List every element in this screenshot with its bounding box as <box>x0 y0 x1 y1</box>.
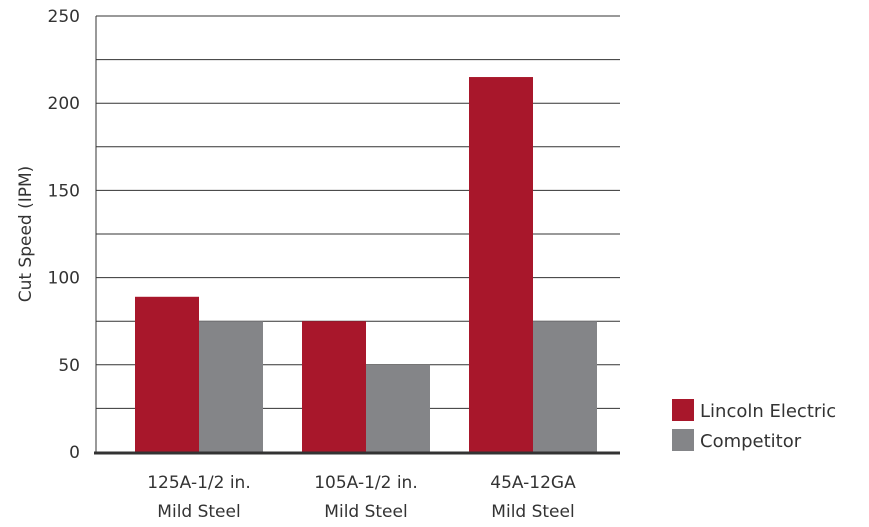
x-category-label: Mild Steel <box>491 502 574 522</box>
legend-swatch <box>672 429 694 451</box>
y-tick-label: 150 <box>48 181 80 201</box>
y-tick-label: 250 <box>48 7 80 27</box>
x-axis-labels: 125A-1/2 in. Mild Steel 105A-1/2 in. Mild S… <box>147 473 576 522</box>
x-category-label: 125A-1/2 in. <box>147 473 251 493</box>
bar-competitor <box>533 321 597 452</box>
bar-lincoln-electric <box>302 321 366 452</box>
legend-label: Competitor <box>700 431 802 452</box>
y-tick-label: 100 <box>48 269 80 289</box>
x-category-label: 45A-12GA <box>490 473 576 493</box>
bar-lincoln-electric <box>469 77 533 452</box>
y-axis-ticks: 0 50 100 150 200 250 <box>48 7 80 463</box>
x-category-label: 105A-1/2 in. <box>314 473 418 493</box>
y-tick-label: 200 <box>48 94 80 114</box>
bar-lincoln-electric <box>135 296 199 452</box>
legend-label: Lincoln Electric <box>700 401 836 422</box>
x-category-label: Mild Steel <box>324 502 407 522</box>
y-tick-label: 50 <box>58 356 80 376</box>
bars <box>135 77 597 452</box>
x-category-label: Mild Steel <box>157 502 240 522</box>
bar-competitor <box>366 364 430 452</box>
legend-swatch <box>672 399 694 421</box>
y-tick-label: 0 <box>69 443 80 463</box>
y-axis-title: Cut Speed (IPM) <box>16 166 36 303</box>
legend: Lincoln Electric Competitor <box>672 399 836 452</box>
bar-competitor <box>199 321 263 452</box>
